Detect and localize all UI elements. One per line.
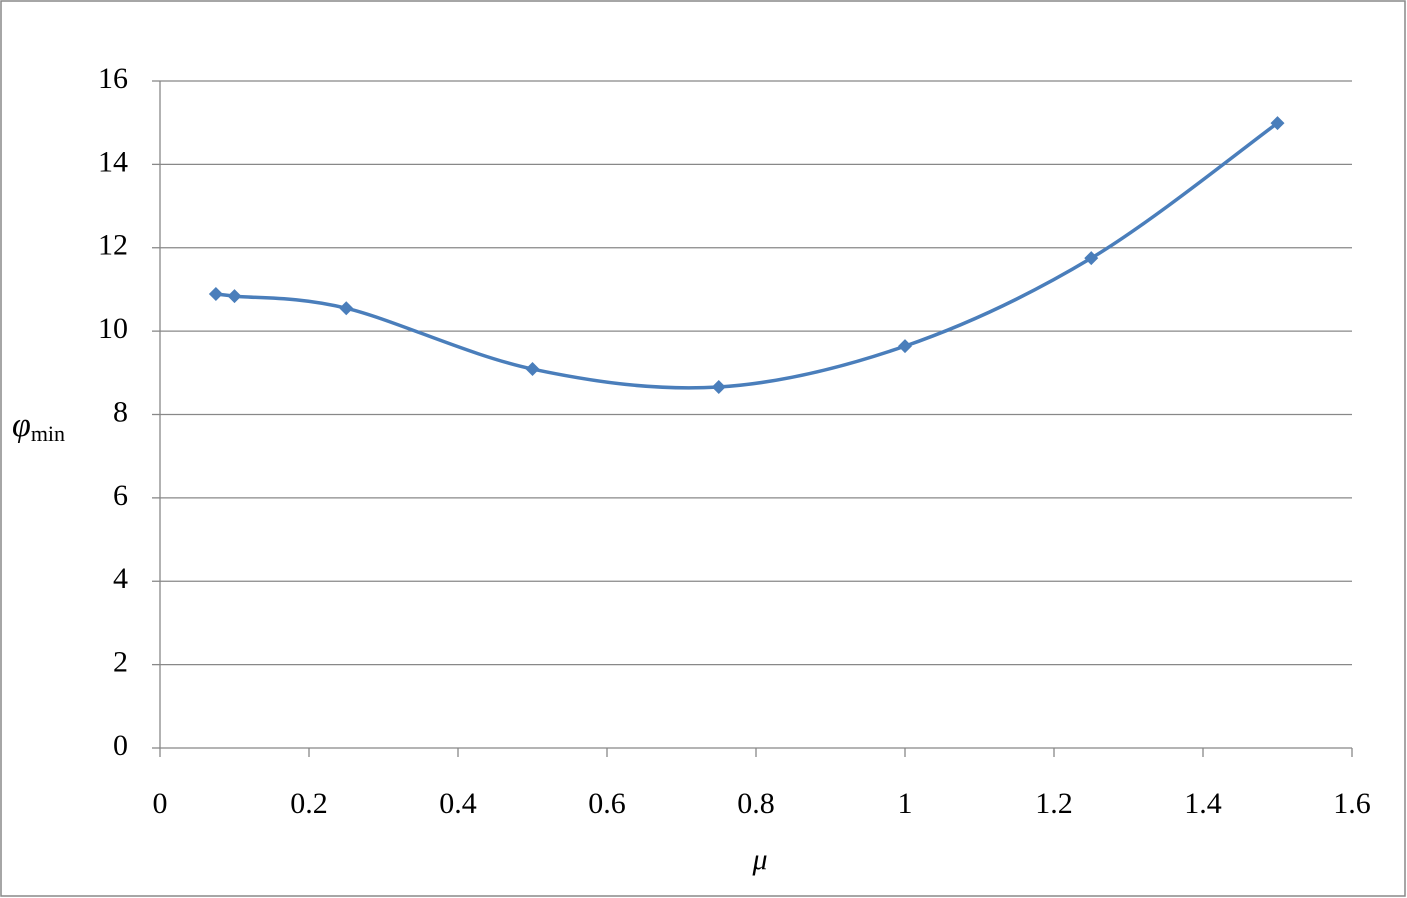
y-tick-label: 8 <box>113 395 128 428</box>
y-tick-label: 6 <box>113 479 128 512</box>
y-axis-subscript: min <box>31 421 65 446</box>
x-tick-label: 0.8 <box>737 787 775 820</box>
marker <box>711 379 726 394</box>
y-tick-label: 10 <box>98 312 128 345</box>
y-tick-label: 16 <box>98 62 128 95</box>
y-tick-label: 14 <box>98 145 128 178</box>
marker <box>1270 116 1285 131</box>
x-tick-label: 1 <box>898 787 913 820</box>
x-tick-label: 0.4 <box>439 787 477 820</box>
y-tick-label: 2 <box>113 646 128 679</box>
x-tick-label: 0 <box>153 787 168 820</box>
y-axis-label: φmin <box>12 407 65 446</box>
marker <box>1084 251 1099 266</box>
y-tick-label: 12 <box>98 229 128 262</box>
marker <box>227 289 242 304</box>
marker <box>525 362 540 377</box>
marker <box>339 301 354 316</box>
x-tick-label: 0.6 <box>588 787 626 820</box>
marker <box>208 287 223 302</box>
y-axis-symbol: φ <box>12 407 31 444</box>
marker <box>898 339 912 354</box>
x-tick-label: 1.2 <box>1035 787 1073 820</box>
x-tick-label: 1.6 <box>1333 787 1371 820</box>
x-tick-label: 1.4 <box>1184 787 1222 820</box>
y-tick-label: 0 <box>113 729 128 762</box>
x-tick-label: 0.2 <box>290 787 328 820</box>
y-tick-label: 4 <box>113 562 128 595</box>
x-axis-label: μ <box>751 843 767 876</box>
